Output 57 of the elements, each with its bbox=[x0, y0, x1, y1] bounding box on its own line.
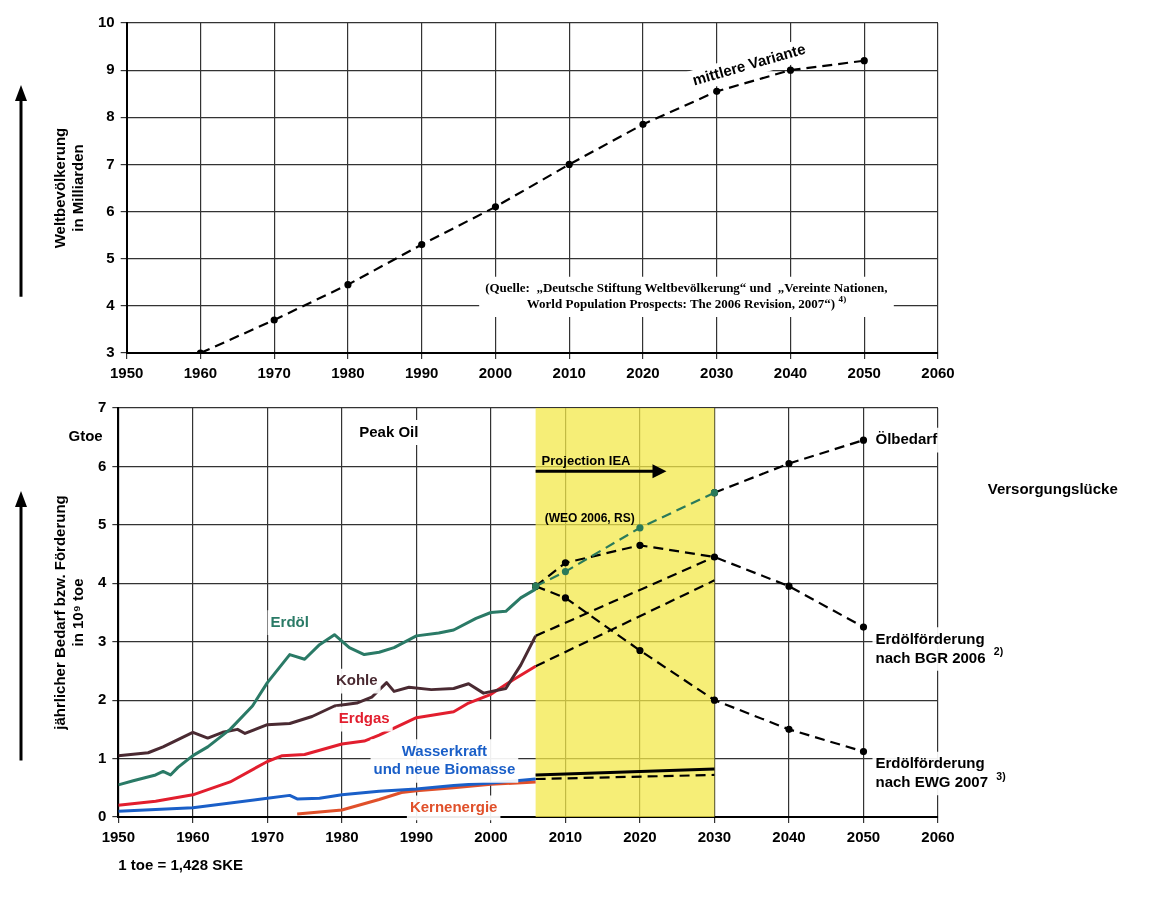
x-tick-label: 2020 bbox=[626, 364, 660, 382]
x-tick-label: 1950 bbox=[110, 364, 144, 382]
y-tick-label: 1 bbox=[98, 748, 107, 766]
x-tick-label: 1980 bbox=[325, 828, 359, 846]
x-tick-label: 2030 bbox=[697, 828, 732, 846]
band-label: Projection IEA bbox=[541, 452, 632, 468]
text: Gtoe bbox=[68, 426, 103, 444]
x-axis-title: 1 toe = 1,428 SKE bbox=[118, 856, 243, 874]
y-tick-label: 5 bbox=[106, 248, 115, 266]
x-tick-label: 1970 bbox=[250, 828, 285, 846]
x-tick-label: 1950 bbox=[101, 828, 136, 846]
y-tick-label: 2 bbox=[98, 690, 107, 708]
x-tick-label: 2000 bbox=[478, 364, 513, 382]
x-tick-label: 2010 bbox=[548, 828, 583, 846]
y-tick-label: 4 bbox=[106, 296, 116, 313]
x-tick-label: 2050 bbox=[847, 364, 881, 382]
x-tick-label: 1980 bbox=[331, 364, 365, 382]
y-tick-label: 6 bbox=[106, 201, 115, 219]
x-tick-label: 2030 bbox=[700, 364, 734, 382]
series-label: Erdölförderung nach BGR 2006 2) bbox=[875, 629, 1004, 666]
x-tick-label: 2050 bbox=[846, 828, 881, 846]
y-tick-label: 3 bbox=[106, 343, 115, 361]
y-axis-title: jährlicher Bedarf bzw. Förderung in 10⁹ toe bbox=[51, 495, 87, 731]
series-label: Ölbedarf bbox=[875, 430, 939, 448]
x-tick-label: 2040 bbox=[772, 828, 806, 846]
y-tick-label: 7 bbox=[98, 398, 107, 416]
x-tick-label: 1970 bbox=[257, 364, 291, 382]
series-label: Wasserkraft und neue Biomasse bbox=[373, 741, 516, 778]
series-label: Erdgas bbox=[338, 709, 390, 727]
y-tick-label: 5 bbox=[98, 515, 107, 532]
x-tick-label: 2060 bbox=[921, 364, 955, 382]
y-tick-label: 9 bbox=[106, 60, 115, 78]
x-tick-label: 2000 bbox=[474, 828, 508, 846]
x-tick-label: 1960 bbox=[183, 364, 218, 382]
x-tick-label: 1990 bbox=[399, 828, 434, 846]
x-tick-label: 2060 bbox=[921, 828, 955, 846]
series-label: Kohle bbox=[335, 671, 378, 689]
x-tick-label: 2020 bbox=[623, 828, 657, 846]
series-label: Erdöl bbox=[270, 612, 309, 630]
y-tick-label: 0 bbox=[98, 807, 107, 825]
annotation: (Quelle: „Deutsche Stiftung Weltbevölkerung“ und „Vereinte Nationen, World Population Prospects: The 2006 Revision, 2007“) 4) bbox=[485, 280, 888, 312]
y-tick-label: 3 bbox=[98, 631, 107, 649]
series-label: Kernenergie bbox=[409, 797, 498, 815]
x-tick-label: 1960 bbox=[176, 828, 210, 846]
y-tick-label: 6 bbox=[98, 456, 107, 474]
y-tick-label: 10 bbox=[98, 13, 115, 31]
x-tick-label: 2040 bbox=[773, 364, 808, 382]
y-axis-title: Weltbevölkerung in Milliarden bbox=[51, 127, 87, 249]
y-tick-label: 4 bbox=[98, 573, 107, 591]
series-label: Erdölförderung nach EWG 2007 3) bbox=[875, 754, 1006, 791]
text: Versorgungslücke bbox=[987, 479, 1118, 497]
annotation: Peak Oil bbox=[359, 422, 419, 440]
x-tick-label: 2010 bbox=[552, 364, 586, 382]
y-tick-label: 8 bbox=[106, 107, 115, 125]
annotation: (WEO 2006, RS) bbox=[544, 510, 635, 525]
x-tick-label: 1990 bbox=[405, 364, 439, 382]
y-tick-label: 7 bbox=[106, 154, 115, 172]
